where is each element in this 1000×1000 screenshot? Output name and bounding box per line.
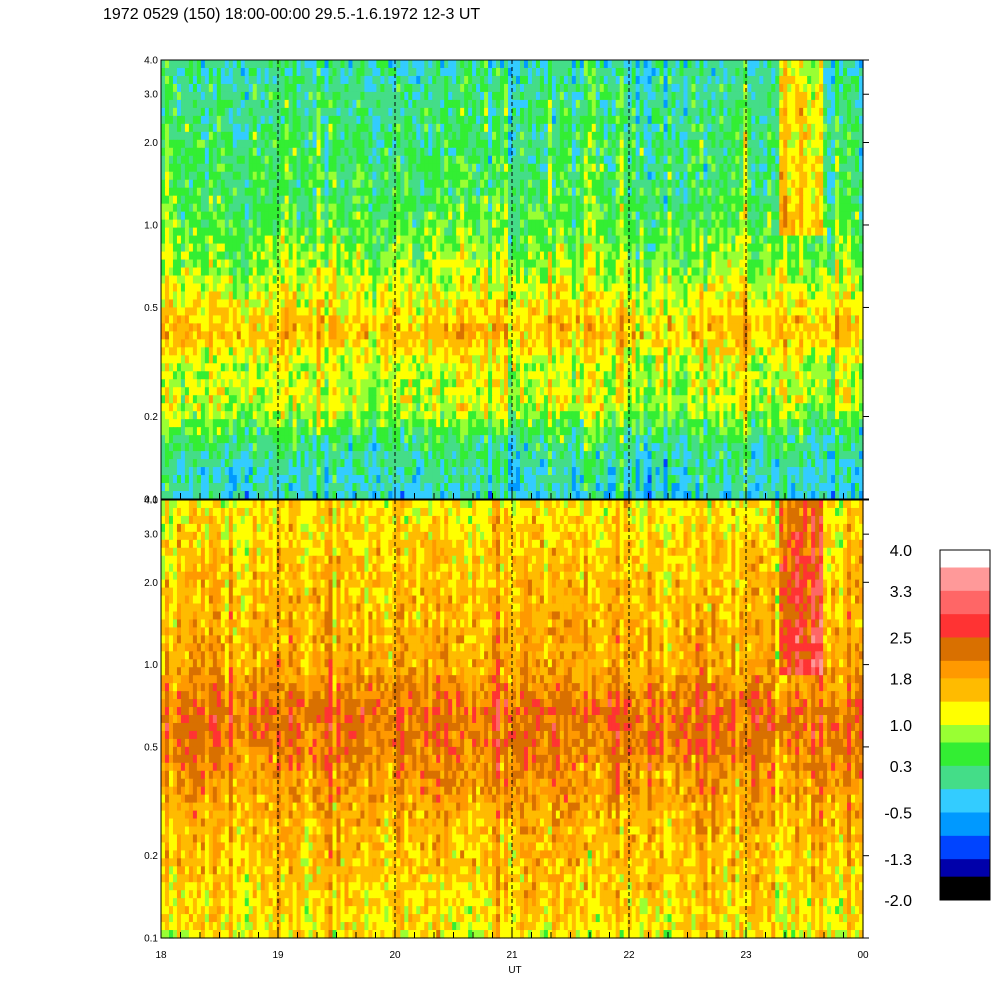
y-tick-label: 2.0 [144,578,158,589]
colorbar-tick-label: -0.5 [884,806,912,823]
y-tick-label: 3.0 [144,530,158,541]
colorbar-frame [939,549,991,901]
y-tick-label: 0.1 [144,934,158,945]
colorbar-bin [940,765,990,790]
colorbar-bin [940,678,990,703]
colorbar-tick-label: 1.0 [890,718,912,735]
colorbar-bin [940,742,990,767]
lower-spectrogram-panel: 0.1 0.2 0.5 1.0 2.0 3.0 4.0 18 19 20 21 22 23 00 UT [144,496,869,976]
x-tick-label: 20 [389,950,401,961]
y-tick-label: 1.0 [144,660,158,671]
colorbar-tick-label: 1.8 [890,671,912,688]
y-tick-label: 4.0 [144,56,158,67]
x-tick-label: 19 [272,950,284,961]
x-tick-label: 22 [623,950,635,961]
colorbar-bin [940,567,990,592]
heatmap-raster [161,60,864,500]
colorbar-bin [940,614,990,638]
y-tick-label: 0.5 [144,742,158,753]
y-tick-label: 2.0 [144,138,158,149]
colorbar-tick-label: 3.3 [890,584,912,601]
colorbar: 4.0 3.3 2.5 1.8 1.0 0.3 -0.5 -1.3 -2.0 [884,543,991,910]
colorbar-bin [940,835,990,860]
y-tick-label: 0.2 [144,851,158,862]
colorbar-bin [940,812,990,837]
x-tick-label: 23 [740,950,752,961]
y-tick-label: 1.0 [144,220,158,231]
colorbar-tick-label: 0.3 [890,759,912,776]
colorbar-bin [940,550,990,568]
colorbar-bin [940,701,990,726]
colorbar-bin [940,789,990,813]
x-tick-label: 21 [506,950,518,961]
colorbar-tick-label: 2.5 [890,631,912,648]
colorbar-bin [940,725,990,743]
chart-title: 1972 0529 (150) 18:00-00:00 29.5.-1.6.19… [103,6,481,23]
colorbar-bin [940,590,990,615]
y-tick-label: 4.0 [144,496,158,507]
colorbar-bin [940,876,990,901]
colorbar-tick-label: 4.0 [890,543,912,560]
y-tick-label: 0.5 [144,303,158,314]
x-tick-label: 00 [857,950,869,961]
y-tick-label: 3.0 [144,90,158,101]
colorbar-tick-label: -2.0 [884,893,912,910]
x-axis-label: UT [508,965,521,976]
x-tick-label: 18 [155,950,167,961]
upper-spectrogram-panel: 0.1 0.2 0.5 1.0 2.0 3.0 4.0 [144,56,869,506]
colorbar-bin [940,859,990,878]
y-tick-label: 0.2 [144,412,158,423]
colorbar-tick-label: -1.3 [884,852,912,869]
colorbar-bin [940,637,990,662]
heatmap-raster [161,500,864,939]
y-tick-label: 0.1 [144,495,158,506]
colorbar-bin [940,660,990,679]
